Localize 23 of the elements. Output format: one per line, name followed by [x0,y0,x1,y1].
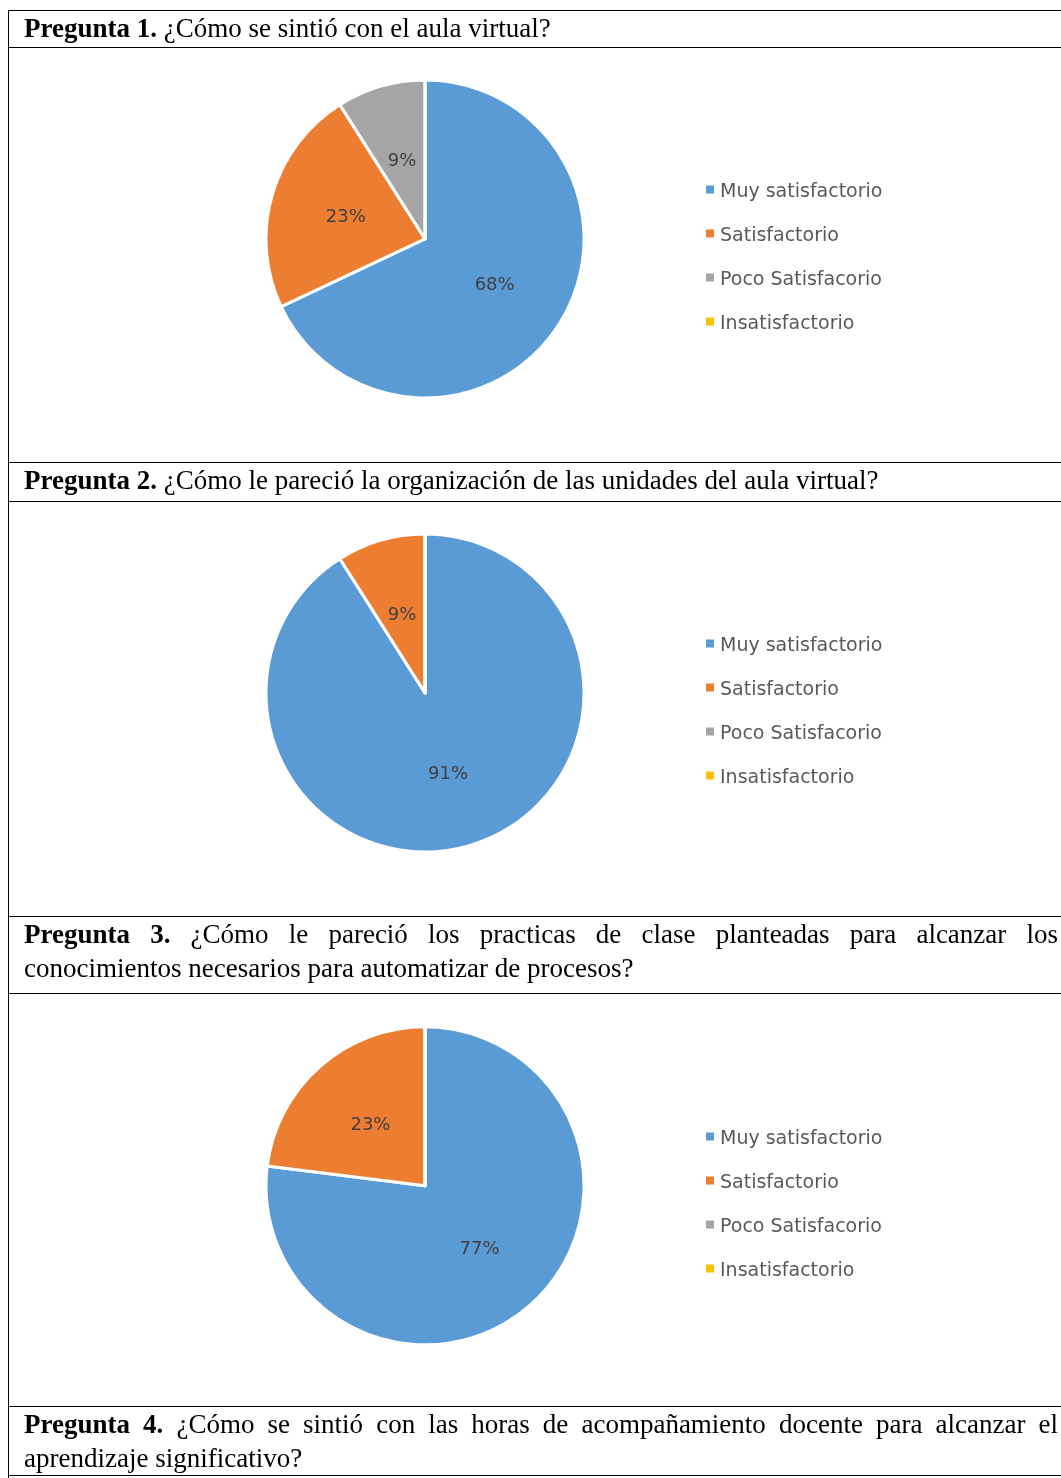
data-label: 77% [459,1237,500,1259]
legend-label: Satisfactorio [720,1169,839,1192]
data-label: 23% [325,205,366,227]
data-label: 91% [428,761,469,783]
legend-label: Muy satisfactorio [720,1125,883,1148]
data-label: 9% [387,149,417,171]
legend-label: Insatisfactorio [720,1257,855,1280]
legend-label: Poco Satisfacorio [720,266,882,289]
legend-label: Poco Satisfacorio [720,720,882,743]
data-label: 23% [350,1113,391,1135]
data-label: 9% [387,603,417,625]
data-label: 68% [474,272,515,294]
legend-label: Muy satisfactorio [720,632,883,655]
chart-title: Pregunta 2. ¿Cómo le pareció la organización de las unidades del aula virtual? [9,463,1061,502]
legend-label: Insatisfactorio [720,310,855,333]
legend-label: Muy satisfactorio [720,178,883,201]
chart-title: Pregunta 1. ¿Cómo se sintió con el aula virtual? [9,11,1061,48]
legend-label: Satisfactorio [720,676,839,699]
text: Pregunta 4. ¿Cómo se sintió con las horas de acompañamiento docente para alcanzar el aprendizaje significativo? [9,1407,1061,1476]
legend-label: Insatisfactorio [720,764,855,787]
legend-label: Poco Satisfacorio [720,1213,882,1236]
chart-title: Pregunta 3. ¿Cómo le pareció los practicas de clase planteadas para alcanzar los conocimientos necesarios para automatizar de procesos? [9,917,1061,994]
legend-label: Satisfactorio [720,222,839,245]
